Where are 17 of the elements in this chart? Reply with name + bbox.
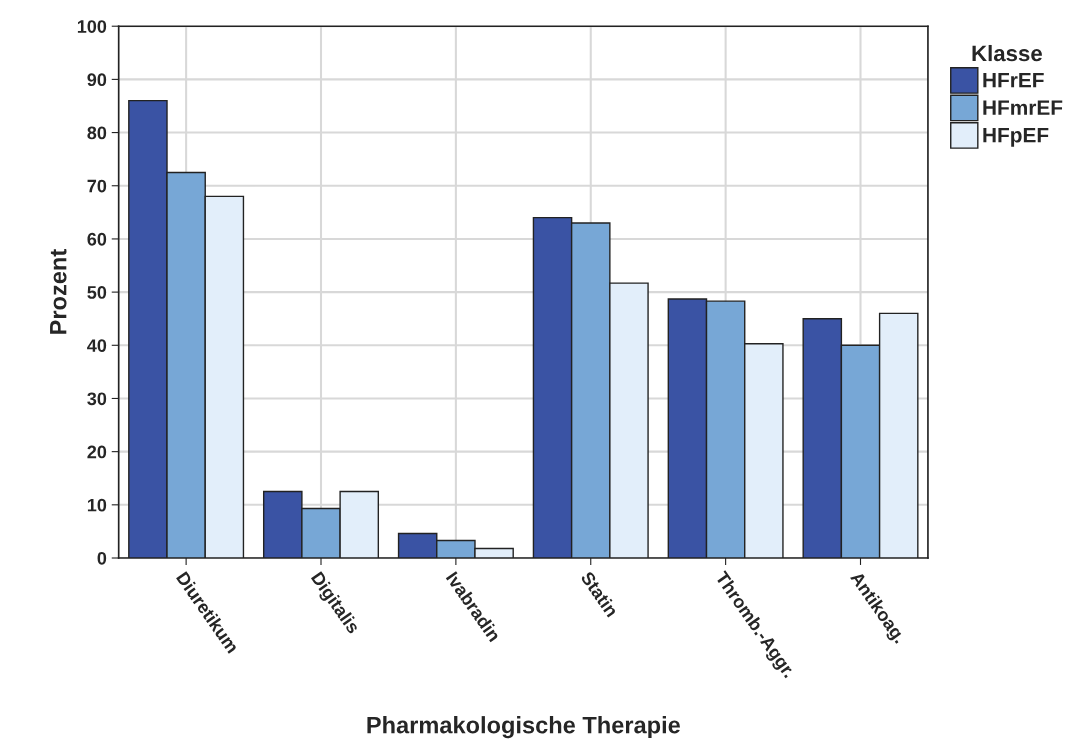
x-axis-title: Pharmakologische Therapie xyxy=(367,716,680,739)
y-tick-label: 60 xyxy=(87,232,107,246)
legend-label: HFpEF xyxy=(983,128,1049,147)
legend-title: Klasse xyxy=(972,44,1042,62)
y-tick-label: 50 xyxy=(87,286,107,299)
y-tick-label: 100 xyxy=(77,20,107,33)
y-tick-label: 30 xyxy=(87,392,107,406)
y-axis-title: Prozent xyxy=(50,249,67,334)
y-tick-label: 40 xyxy=(87,339,107,353)
y-tick-label: 90 xyxy=(87,73,107,87)
y-tick-label: 10 xyxy=(87,498,107,512)
y-tick-label: 70 xyxy=(87,179,107,193)
y-tick-label: 80 xyxy=(87,126,107,140)
legend-label: HFrEF xyxy=(983,73,1044,88)
y-tick-label: 20 xyxy=(87,445,107,459)
legend-label: HFmrEF xyxy=(983,100,1063,115)
y-tick-label: 0 xyxy=(97,551,107,565)
